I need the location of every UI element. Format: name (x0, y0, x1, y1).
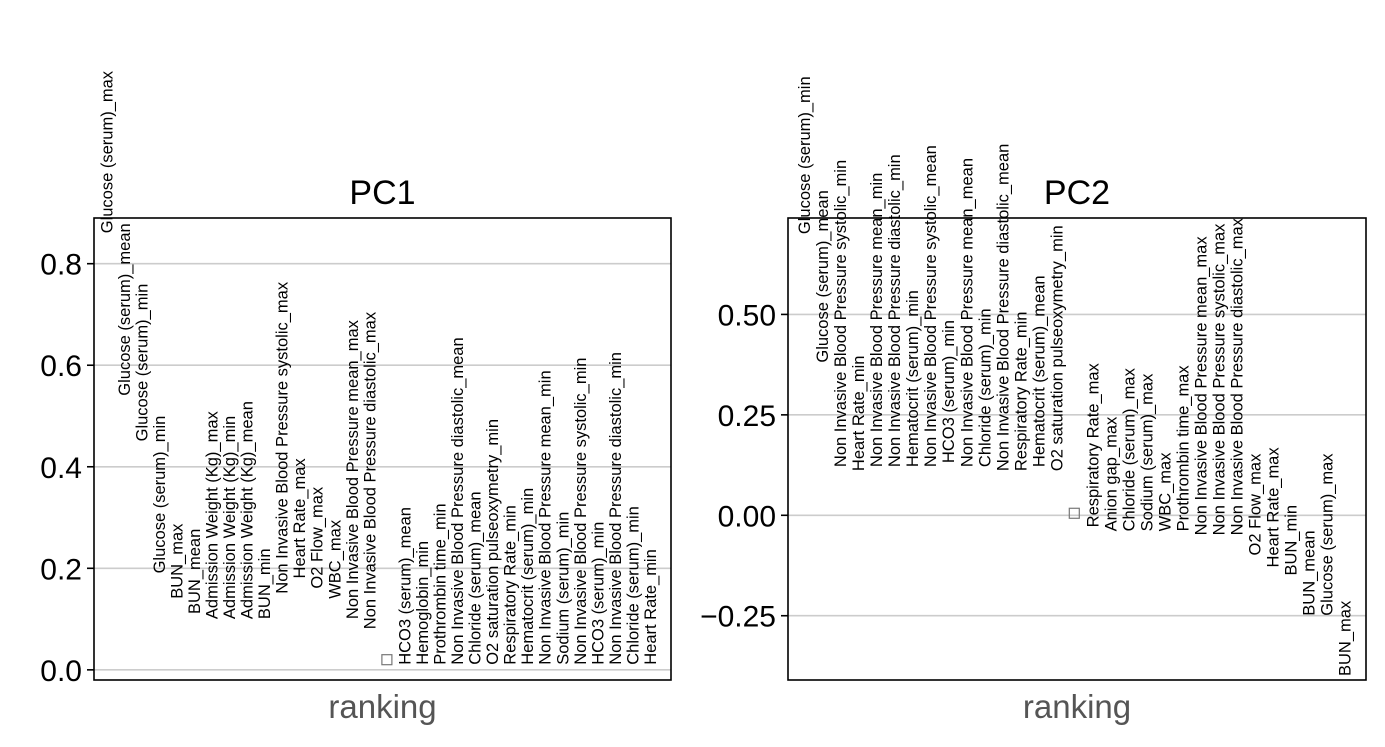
gene-label: BUN_max (1336, 600, 1354, 676)
gene-label: Prothrombin time_min (431, 503, 449, 664)
gene-label: Heart Rate_max (291, 458, 309, 579)
gene-label: Non Invasive Blood Pressure mean_mean (958, 158, 976, 467)
gene-label: Heart Rate_min (850, 356, 868, 472)
gene-label: Chloride (serum)_min (976, 308, 994, 467)
gene-label: Prothrombin time_max (1174, 365, 1192, 532)
gene-label: Admission Weight (Kg)_mean (239, 401, 257, 619)
gene-label: Non Invasive Blood Pressure diastolic_me… (994, 144, 1012, 471)
pc1-plot-frame (93, 217, 672, 681)
pc1-title: PC1 (349, 174, 415, 212)
gene-label: Admission Weight (Kg)_max (204, 410, 222, 619)
pc2-title: PC2 (1044, 174, 1110, 212)
gene-label: BUN_max (168, 523, 186, 599)
gene-label: BUN_min (256, 548, 274, 619)
y-tick-label: 0.00 (718, 500, 776, 533)
y-tick-label: 0.2 (40, 553, 82, 586)
gene-label: BUN_mean (186, 529, 204, 614)
point-marker (381, 654, 393, 666)
pc1-gridlines (94, 262, 671, 671)
gene-label: Hematocrit (serum)_min (519, 488, 537, 665)
gene-label: Non Invasive Blood Pressure systolic_mea… (922, 145, 940, 467)
gene-label: O2 Flow_max (309, 486, 327, 589)
gene-label: BUN_min (1282, 505, 1300, 576)
gene-label: Respiratory Rate_max (1084, 362, 1102, 527)
gene-label: Non Invasive Blood Pressure diastolic_mi… (607, 352, 625, 665)
y-tick-label: 0.4 (40, 452, 82, 485)
gene-label: Non Invasive Blood Pressure diastolic_ma… (1228, 217, 1246, 535)
pc2-y-axis: −0.25 0.00 0.25 0.50 (700, 299, 788, 634)
gene-label: Non Invasive Blood Pressure mean_max (344, 319, 362, 619)
gene-label: Glucose (serum)_max (1318, 453, 1336, 616)
gene-label: BUN_mean (1300, 530, 1318, 615)
gene-label: Chloride (serum)_min (624, 506, 642, 665)
pc2-markers (1068, 507, 1080, 519)
gene-label: Non Invasive Blood Pressure diastolic_ma… (361, 311, 379, 629)
gene-label: Hemoglobin_min (414, 541, 432, 665)
gene-label: Respiratory Rate_min (1012, 312, 1030, 472)
y-tick-label: 0.6 (40, 350, 82, 383)
gene-label: Non Invasive Blood Pressure mean_min (868, 173, 886, 467)
gene-label: O2 Flow_max (1246, 453, 1264, 556)
pc1-markers (381, 654, 393, 666)
gene-label: Glucose (serum)_mean (814, 190, 832, 362)
gene-label: WBC_max (326, 519, 344, 599)
point-marker (1068, 507, 1080, 519)
gene-label: O2 saturation pulseoxymetry_min (484, 419, 502, 665)
gene-label: Glucose (serum)_min (133, 284, 151, 442)
gene-label: Chloride (serum)_max (1120, 367, 1138, 531)
pc1-x-axis-label: ranking (328, 688, 436, 725)
gene-label: Respiratory Rate_min (502, 505, 520, 665)
gene-label: Non Invasive Blood Pressure systolic_min (832, 160, 850, 467)
gene-label: Hematocrit (serum)_min (904, 290, 922, 467)
y-tick-label: 0.0 (40, 655, 82, 688)
pc1-y-axis: 0.0 0.2 0.4 0.6 0.8 (40, 249, 94, 688)
pc2-plot-frame (787, 217, 1367, 681)
gene-label: Glucose (serum)_mean (116, 223, 134, 395)
gene-label: HCO3 (serum)_mean (396, 507, 414, 665)
y-tick-label: 0.25 (718, 400, 776, 433)
gene-label: Heart Rate_min (642, 549, 660, 665)
pc2-x-axis-label: ranking (1023, 688, 1131, 725)
gene-label: Non Invasive Blood Pressure mean_min (537, 370, 555, 664)
gene-label: Glucose (serum)_min (796, 76, 814, 234)
gene-label: Anion gap_max (1102, 416, 1120, 531)
gene-label: WBC_max (1156, 452, 1174, 532)
gene-label: Glucose (serum)_max (98, 70, 116, 233)
gene-label: Chloride (serum)_mean (467, 491, 485, 664)
gene-label: Non Invasive Blood Pressure systolic_max (274, 281, 292, 594)
gene-label: Heart Rate_max (1264, 447, 1282, 568)
gene-label: Non Invasive Blood Pressure diastolic_mi… (886, 154, 904, 467)
gene-label: Non Invasive Blood Pressure systolic_max (1210, 223, 1228, 536)
gene-label: Admission Weight (Kg)_min (221, 416, 239, 619)
y-tick-label: 0.50 (718, 299, 776, 332)
gene-label: HCO3 (serum)_min (589, 522, 607, 665)
gene-label: O2 saturation pulseoxymetry_min (1048, 225, 1066, 471)
gene-label: HCO3 (serum)_min (940, 320, 958, 463)
gene-label: Hematocrit (serum)_mean (1030, 275, 1048, 467)
y-tick-label: 0.8 (40, 249, 82, 282)
y-tick-label: −0.25 (700, 601, 776, 634)
gene-label: Non Invasive Blood Pressure mean_max (1192, 236, 1210, 536)
gene-label: Non Invasive Blood Pressure systolic_min (572, 358, 590, 665)
gene-label: Sodium (serum)_min (554, 512, 572, 665)
pc2-gridlines (788, 313, 1366, 617)
gene-label: Glucose (serum)_min (151, 416, 169, 574)
gene-label: Non Invasive Blood Pressure diastolic_me… (449, 337, 467, 664)
gene-label: Sodium (serum)_max (1138, 373, 1156, 531)
